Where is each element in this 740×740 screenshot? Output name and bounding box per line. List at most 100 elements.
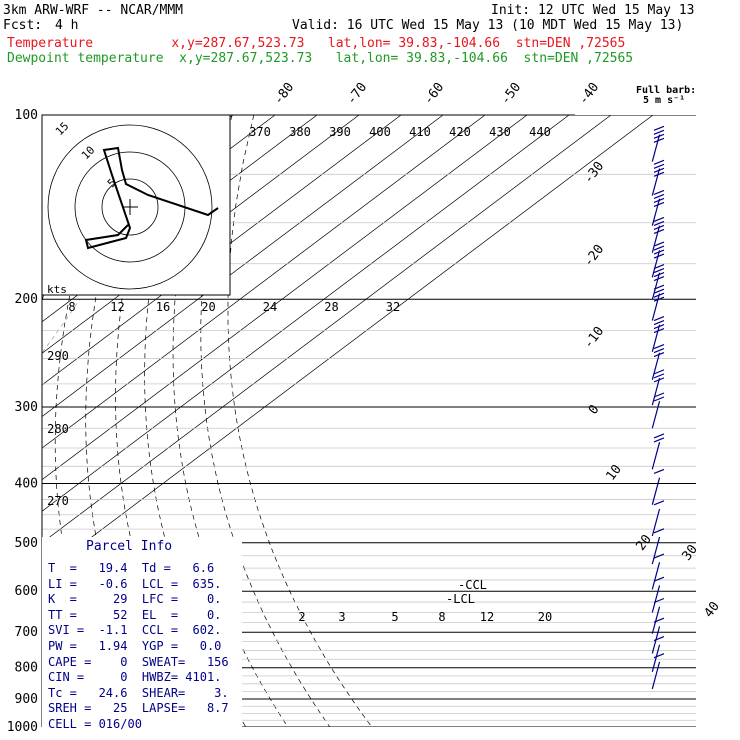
wind-barb-flag — [653, 137, 665, 143]
wind-barb-flag — [653, 163, 665, 169]
wind-barb — [651, 392, 665, 429]
wind-barb-flag — [653, 437, 665, 443]
wind-barb-staff — [651, 272, 661, 300]
isotherm-label: -30 — [581, 159, 607, 187]
wind-barb-flag — [653, 284, 665, 290]
pressure-tick-label: 700 — [15, 625, 38, 640]
parcel-info-panel: Parcel Info T = 19.4 Td = 6.6 LI = -0.6 L… — [44, 537, 244, 731]
wind-barb-flag — [653, 468, 665, 475]
wind-barb-flag — [653, 193, 665, 199]
wind-barb-flag — [653, 635, 665, 642]
wind-barb-flag — [653, 201, 665, 207]
mixing-ratio-label: 16 — [156, 300, 170, 314]
parcel-info-row: LI = -0.6 LCL = 635. — [48, 576, 222, 591]
wind-barb — [651, 343, 665, 380]
wind-barb-flag — [653, 263, 665, 270]
wind-barb-flag — [653, 189, 665, 195]
mixing-ratio-label: 12 — [110, 300, 124, 314]
parcel-info-row: TT = 52 EL = 0. — [48, 607, 222, 622]
wind-barb-flag — [653, 249, 665, 255]
hodograph-ring — [101, 178, 159, 236]
wind-barb-flag — [653, 224, 665, 231]
wind-barb — [651, 125, 665, 162]
dry-adiabat-label: 270 — [47, 494, 69, 508]
isotherm-label: -80 — [271, 80, 297, 108]
isotherm-line — [42, 115, 528, 481]
barb-legend-line1: Full barb: — [636, 85, 696, 96]
wind-barb-staff — [651, 562, 661, 590]
wind-barb-flag — [653, 296, 665, 302]
pressure-tick-label: 200 — [15, 292, 38, 307]
wind-barb-flag — [653, 167, 665, 173]
wind-barb-flag — [653, 343, 665, 350]
isotherm-line — [42, 115, 654, 575]
theta-label: 380 — [289, 125, 311, 139]
wind-barb-flag — [653, 125, 665, 131]
model-title: 3km ARW-WRF -- NCAR/MMM — [3, 3, 184, 18]
valid-time: Valid: 16 UTC Wed 15 May 13 (10 MDT Wed … — [292, 18, 684, 33]
wind-barb-staff — [651, 324, 661, 352]
isotherm-label: -70 — [344, 80, 370, 108]
wind-barb-flag — [653, 347, 665, 354]
pressure-tick-label: 400 — [15, 476, 38, 491]
forecast-hour: 4 h — [55, 18, 79, 33]
barb-legend-line2: 5 m s⁻¹ — [643, 95, 685, 106]
wind-barb-flag — [653, 576, 665, 582]
wind-barb-staff — [651, 644, 661, 672]
level-marker-label: -CCL — [458, 578, 487, 592]
wind-barb-flag — [653, 271, 665, 278]
wind-barb-flag — [653, 500, 665, 506]
wind-barb-staff — [651, 198, 661, 226]
isotherm-label: -20 — [581, 242, 607, 270]
hodograph-frame — [41, 114, 231, 296]
theta-label: 440 — [529, 125, 551, 139]
wind-barb — [651, 284, 665, 321]
wind-barb-flag — [653, 216, 665, 223]
wind-barb-flag — [653, 373, 665, 379]
wind-barbs: Full barb:5 m s⁻¹ — [636, 85, 696, 690]
isotherm-line — [42, 115, 612, 544]
theta-label: 370 — [249, 125, 271, 139]
wind-barb-flag — [653, 396, 665, 402]
wind-barb — [651, 263, 665, 300]
mixing-ratio-label: 3 — [338, 610, 345, 624]
wind-barb-flag — [653, 433, 665, 439]
pressure-tick-label: 100 — [15, 108, 38, 123]
isotherm-label: -40 — [576, 80, 602, 108]
hodograph-trace — [84, 146, 219, 250]
isotherm-label: 0 — [586, 402, 603, 417]
wind-barb — [651, 468, 665, 505]
parcel-info-row: CAPE = 0 SWEAT= 156 — [48, 654, 229, 669]
isotherm-label: 10 — [604, 462, 625, 484]
theta-label: 410 — [409, 125, 431, 139]
mixing-ratio-label: 32 — [386, 300, 400, 314]
mixing-ratio-label: 5 — [391, 610, 398, 624]
theta-label: 400 — [369, 125, 391, 139]
wind-barb-staff — [651, 536, 661, 565]
wind-barb-staff — [651, 293, 661, 321]
parcel-info-row: SVI = -1.1 CCL = 602. — [48, 623, 222, 638]
isotherm-label: 20 — [634, 532, 655, 554]
mixing-ratio-label: 20 — [538, 610, 552, 624]
wind-barb-flag — [653, 369, 665, 375]
mixing-ratio-label: 28 — [324, 300, 338, 314]
wind-barb — [651, 216, 665, 253]
temperature-legend: Temperature x,y=287.67,523.73 lat,lon= 3… — [7, 36, 626, 51]
mixing-ratio-label: 12 — [480, 610, 494, 624]
parcel-info-title: Parcel Info — [86, 539, 173, 554]
dry-adiabat-line — [0, 115, 15, 727]
wind-barb-flag — [653, 315, 665, 322]
wind-barb-staff — [651, 508, 661, 537]
wind-barb-staff — [651, 606, 661, 634]
mixing-ratio-label: 24 — [263, 300, 277, 314]
isotherm-line — [42, 115, 402, 386]
wind-barb-flag — [653, 377, 665, 383]
theta-label: 430 — [489, 125, 511, 139]
wind-barb-staff — [651, 585, 661, 613]
parcel-info-row: PW = 1.94 YGP = 0.0 — [48, 639, 222, 653]
isotherm-label: 30 — [680, 542, 701, 564]
parcel-info-row: T = 19.4 Td = 6.6 — [48, 561, 215, 575]
theta-label: 390 — [329, 125, 351, 139]
